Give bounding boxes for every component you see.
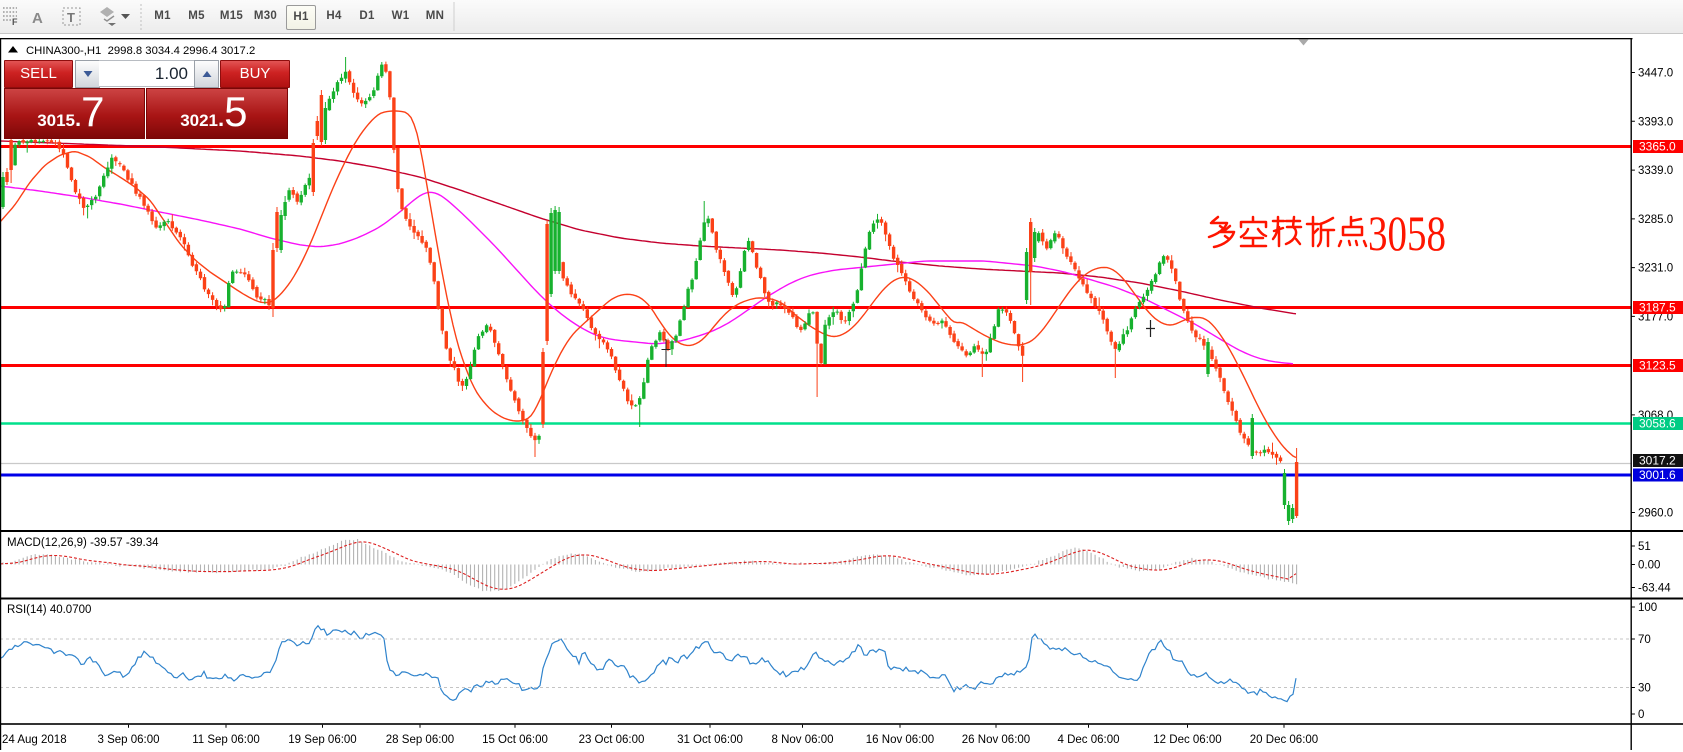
- svg-text:3231.0: 3231.0: [1638, 263, 1673, 275]
- svg-text:A: A: [32, 10, 43, 27]
- svg-text:8 Nov 06:00: 8 Nov 06:00: [771, 734, 833, 746]
- svg-text:100: 100: [1638, 602, 1657, 614]
- svg-text:F: F: [12, 17, 18, 27]
- svg-text:3187.5: 3187.5: [1639, 301, 1676, 315]
- svg-text:26 Nov 06:00: 26 Nov 06:00: [962, 734, 1030, 746]
- svg-text:3285.0: 3285.0: [1638, 214, 1673, 226]
- svg-text:20 Dec 06:00: 20 Dec 06:00: [1250, 734, 1318, 746]
- svg-text:15 Oct 06:00: 15 Oct 06:00: [482, 734, 548, 746]
- svg-text:-63.44: -63.44: [1638, 583, 1671, 595]
- svg-text:19 Sep 06:00: 19 Sep 06:00: [288, 734, 356, 746]
- svg-text:24 Aug 2018: 24 Aug 2018: [2, 734, 67, 746]
- svg-text:0.00: 0.00: [1638, 560, 1660, 572]
- svg-text:3393.0: 3393.0: [1638, 116, 1673, 128]
- svg-text:2960.0: 2960.0: [1638, 508, 1673, 520]
- svg-text:3 Sep 06:00: 3 Sep 06:00: [97, 734, 159, 746]
- svg-text:16 Nov 06:00: 16 Nov 06:00: [866, 734, 934, 746]
- svg-text:23 Oct 06:00: 23 Oct 06:00: [579, 734, 645, 746]
- svg-text:3058: 3058: [1368, 205, 1446, 261]
- svg-text:28 Sep 06:00: 28 Sep 06:00: [386, 734, 454, 746]
- svg-text:51: 51: [1638, 541, 1651, 553]
- svg-text:3447.0: 3447.0: [1638, 68, 1673, 80]
- svg-text:11 Sep 06:00: 11 Sep 06:00: [192, 734, 260, 746]
- svg-text:3001.6: 3001.6: [1639, 468, 1676, 482]
- svg-text:CHINA300-,H1 2998.8 3034.4 29: CHINA300-,H1 2998.8 3034.4 2996.4 3017.2: [26, 45, 255, 57]
- svg-text:30: 30: [1638, 683, 1651, 695]
- svg-text:3017.2: 3017.2: [1639, 454, 1676, 468]
- svg-text:3123.5: 3123.5: [1639, 359, 1676, 373]
- svg-text:0: 0: [1638, 709, 1644, 721]
- svg-text:T: T: [67, 10, 75, 25]
- svg-text:70: 70: [1638, 634, 1651, 646]
- svg-text:4 Dec 06:00: 4 Dec 06:00: [1057, 734, 1119, 746]
- svg-text:3339.0: 3339.0: [1638, 165, 1673, 177]
- svg-text:RSI(14) 40.0700: RSI(14) 40.0700: [7, 604, 91, 616]
- svg-text:3177.0: 3177.0: [1638, 311, 1673, 323]
- svg-text:3058.6: 3058.6: [1639, 417, 1676, 431]
- svg-text:3365.0: 3365.0: [1639, 140, 1676, 154]
- svg-text:MACD(12,26,9) -39.57 -39.34: MACD(12,26,9) -39.57 -39.34: [7, 537, 159, 549]
- svg-text:12 Dec 06:00: 12 Dec 06:00: [1153, 734, 1221, 746]
- svg-text:31 Oct 06:00: 31 Oct 06:00: [677, 734, 743, 746]
